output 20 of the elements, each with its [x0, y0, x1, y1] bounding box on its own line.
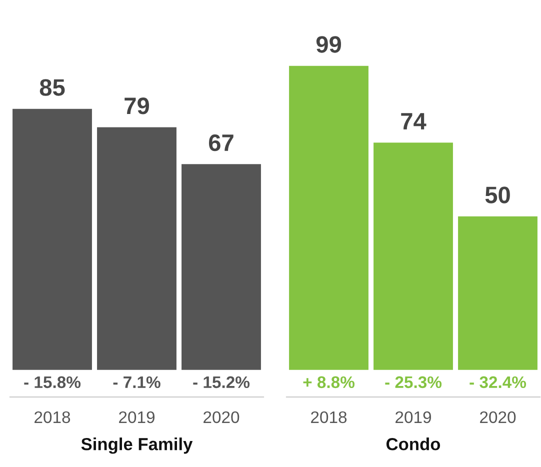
data-label: 79: [124, 98, 150, 114]
data-label: 85: [40, 79, 65, 96]
x-axis-title: Single Family: [81, 438, 193, 454]
data-label: 50: [485, 186, 510, 204]
text: - 32.4%: [470, 376, 526, 388]
x-tick-label: 2019: [396, 411, 431, 424]
x-tick-label: 2018: [311, 411, 347, 424]
data-label: 99: [316, 36, 342, 53]
text: - 15.2%: [193, 376, 250, 388]
x-tick-label: 2018: [34, 411, 70, 424]
x-tick-label: 2020: [480, 411, 516, 424]
text: + 8.8%: [303, 376, 354, 388]
data-label: 67: [208, 134, 234, 152]
x-axis-title: Condo: [386, 438, 440, 450]
text: - 7.1%: [113, 376, 160, 388]
data-label: 74: [401, 113, 426, 130]
x-tick-label: 2020: [204, 411, 240, 424]
text: - 15.8%: [24, 376, 81, 388]
text: - 25.3%: [385, 376, 442, 388]
x-tick-label: 2019: [119, 411, 154, 424]
